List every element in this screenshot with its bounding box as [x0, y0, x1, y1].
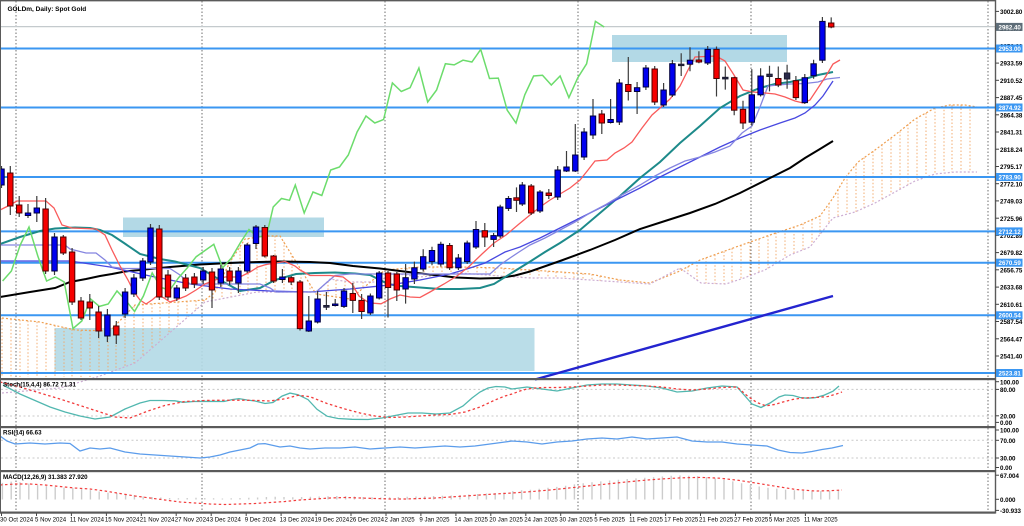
svg-text:67.004: 67.004 — [1000, 473, 1019, 480]
svg-text:2633.68: 2633.68 — [1000, 285, 1023, 292]
svg-text:27 Feb 2025: 27 Feb 2025 — [734, 517, 769, 524]
svg-text:2795.17: 2795.17 — [1000, 164, 1023, 171]
svg-text:17 Feb 2025: 17 Feb 2025 — [664, 517, 699, 524]
svg-text:2953.00: 2953.00 — [999, 46, 1022, 53]
svg-text:2702.89: 2702.89 — [1000, 233, 1023, 240]
svg-text:30 Jan 2025: 30 Jan 2025 — [559, 517, 593, 524]
svg-text:2933.59: 2933.59 — [1000, 61, 1023, 68]
svg-text:13 Dec 2024: 13 Dec 2024 — [280, 517, 315, 524]
svg-text:70.00: 70.00 — [1000, 438, 1016, 445]
svg-text:100.00: 100.00 — [1000, 428, 1019, 435]
svg-text:11 Nov 2024: 11 Nov 2024 — [70, 517, 105, 524]
svg-text:0.00: 0.00 — [1000, 420, 1013, 427]
svg-text:2600.54: 2600.54 — [999, 313, 1022, 320]
svg-text:2656.75: 2656.75 — [1000, 267, 1023, 274]
svg-text:3 Dec 2024: 3 Dec 2024 — [210, 517, 242, 524]
svg-text:11 Feb 2025: 11 Feb 2025 — [629, 517, 663, 524]
svg-text:2725.96: 2725.96 — [1000, 216, 1023, 223]
svg-text:5 Mar 2025: 5 Mar 2025 — [769, 517, 800, 524]
svg-text:2 Jan 2025: 2 Jan 2025 — [385, 517, 416, 524]
svg-text:14 Jan 2025: 14 Jan 2025 — [454, 517, 488, 524]
svg-text:MACD(12,26,9) 31.383 27.920: MACD(12,26,9) 31.383 27.920 — [3, 474, 88, 481]
svg-text:5 Feb 2025: 5 Feb 2025 — [594, 517, 625, 524]
svg-text:27 Nov 2024: 27 Nov 2024 — [175, 517, 210, 524]
svg-text:21 Nov 2024: 21 Nov 2024 — [140, 517, 175, 524]
svg-text:9 Jan 2025: 9 Jan 2025 — [419, 517, 450, 524]
svg-text:-30.933: -30.933 — [1000, 508, 1022, 515]
svg-text:2864.38: 2864.38 — [1000, 112, 1023, 119]
svg-text:20 Jan 2025: 20 Jan 2025 — [489, 517, 523, 524]
svg-text:100.00: 100.00 — [1000, 379, 1019, 386]
svg-text:21 Feb 2025: 21 Feb 2025 — [699, 517, 734, 524]
svg-text:24 Jan 2025: 24 Jan 2025 — [524, 517, 558, 524]
svg-text:2818.24: 2818.24 — [1000, 147, 1023, 154]
svg-text:2523.81: 2523.81 — [999, 370, 1022, 377]
svg-text:2783.90: 2783.90 — [999, 174, 1022, 181]
svg-text:80.00: 80.00 — [1000, 387, 1016, 394]
svg-text:2772.10: 2772.10 — [1000, 181, 1023, 188]
svg-text:2841.31: 2841.31 — [1000, 130, 1023, 137]
svg-text:2587.54: 2587.54 — [1000, 319, 1023, 326]
svg-text:2541.40: 2541.40 — [1000, 354, 1023, 361]
svg-text:Stoch(15,4,4) 86.72 71.31: Stoch(15,4,4) 86.72 71.31 — [3, 382, 76, 389]
svg-text:2679.82: 2679.82 — [1000, 250, 1023, 257]
svg-text:3002.80: 3002.80 — [1000, 9, 1023, 16]
svg-text:15 Nov 2024: 15 Nov 2024 — [105, 517, 140, 524]
svg-text:2982.40: 2982.40 — [999, 24, 1022, 31]
svg-text:2610.61: 2610.61 — [1000, 302, 1023, 309]
svg-text:2564.47: 2564.47 — [1000, 336, 1023, 343]
svg-text:2749.03: 2749.03 — [1000, 199, 1023, 206]
svg-text:2712.12: 2712.12 — [999, 229, 1022, 236]
svg-text:2887.45: 2887.45 — [1000, 95, 1023, 102]
svg-text:5 Nov 2024: 5 Nov 2024 — [35, 517, 67, 524]
svg-text:2910.52: 2910.52 — [1000, 78, 1023, 85]
svg-text:RSI(14) 66.63: RSI(14) 66.63 — [3, 430, 42, 437]
svg-text:0.00: 0.00 — [1000, 465, 1013, 472]
svg-text:9 Dec 2024: 9 Dec 2024 — [245, 517, 277, 524]
svg-text:30 Oct 2024: 30 Oct 2024 — [0, 517, 34, 524]
svg-text:11 Mar 2025: 11 Mar 2025 — [804, 517, 838, 524]
svg-text:2670.59: 2670.59 — [999, 260, 1022, 267]
svg-text:GOLDm, Daily: Spot Gold: GOLDm, Daily: Spot Gold — [8, 6, 87, 13]
svg-text:20.00: 20.00 — [1000, 413, 1016, 420]
svg-text:19 Dec 2024: 19 Dec 2024 — [315, 517, 350, 524]
svg-text:26 Dec 2024: 26 Dec 2024 — [350, 517, 385, 524]
svg-text:30.00: 30.00 — [1000, 456, 1016, 463]
svg-text:0.000: 0.000 — [1000, 497, 1016, 504]
svg-text:2874.92: 2874.92 — [999, 105, 1022, 112]
